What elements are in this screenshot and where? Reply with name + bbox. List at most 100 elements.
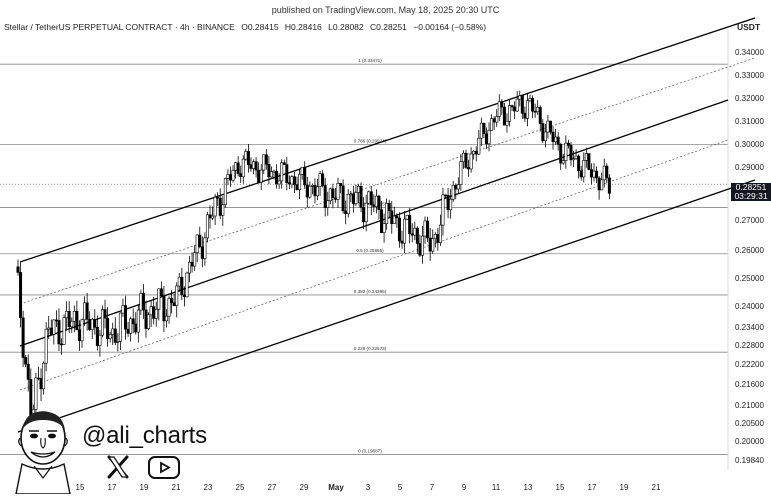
- candle-body: [508, 105, 512, 122]
- candle-body: [438, 224, 442, 243]
- candle-body: [226, 174, 230, 179]
- candle-body: [449, 198, 453, 211]
- candle-body: [431, 238, 435, 252]
- candle-body: [326, 200, 330, 208]
- candle-body: [24, 357, 28, 365]
- y-tick-label: 0.30000: [735, 140, 764, 149]
- y-tick-label: 0.32000: [735, 94, 764, 103]
- candle-body: [579, 170, 583, 178]
- y-tick-label: 0.31000: [735, 117, 764, 126]
- candle-body: [426, 220, 430, 239]
- candle-body: [336, 183, 340, 200]
- candle-body: [126, 328, 130, 334]
- x-tick-label: 9: [462, 483, 467, 492]
- candle-body: [287, 182, 291, 185]
- x-tick-label: 25: [236, 483, 245, 492]
- candle-body: [93, 318, 97, 328]
- candle-body: [144, 309, 148, 329]
- candle-body: [136, 309, 140, 333]
- candle-body: [587, 153, 591, 170]
- candle-body: [175, 285, 179, 307]
- candle-body: [49, 327, 53, 335]
- candle-body: [541, 123, 545, 142]
- candle-body: [234, 162, 238, 171]
- candle-body: [282, 162, 286, 165]
- candle-body: [505, 120, 509, 126]
- candle-body: [323, 185, 327, 208]
- candle-body: [418, 243, 422, 256]
- candle-body: [513, 106, 517, 112]
- candle-body: [252, 161, 256, 169]
- x-tick-label: 7: [430, 483, 435, 492]
- candle-body: [310, 185, 314, 187]
- candle-body: [395, 215, 399, 219]
- candle-body: [454, 185, 458, 190]
- candle-body: [523, 112, 527, 119]
- y-tick-label: 0.24000: [735, 302, 764, 311]
- candle-body: [221, 204, 225, 216]
- candle-body: [88, 319, 92, 330]
- candle-body: [316, 186, 320, 197]
- candle-body: [364, 202, 368, 223]
- candle-body: [420, 235, 424, 256]
- candle-body: [269, 171, 273, 178]
- candle-body: [551, 131, 555, 143]
- candle-body: [339, 183, 343, 187]
- fib-label: 0.382 (0.24395): [354, 289, 387, 294]
- x-tick-label: 23: [204, 483, 213, 492]
- symbol-line: Stellar / TetherUS PERPETUAL CONTRACT · …: [4, 22, 490, 32]
- candle-body: [70, 321, 74, 328]
- candle-body: [495, 116, 499, 123]
- candle-body: [564, 142, 568, 161]
- candle-body: [75, 311, 79, 331]
- candle-body: [254, 161, 258, 171]
- candle-body: [218, 197, 222, 216]
- candle-body: [182, 294, 186, 298]
- last-price-tag: 0.28251 03:29:31: [731, 183, 771, 201]
- y-tick-label: 0.21000: [735, 401, 764, 410]
- candle-body: [172, 302, 176, 307]
- candle-body: [249, 164, 253, 169]
- candle-body: [177, 276, 181, 287]
- candle-body: [572, 158, 576, 161]
- x-tick-label: 11: [492, 483, 501, 492]
- candle-body: [272, 170, 276, 173]
- candle-body: [52, 319, 56, 335]
- candle-body: [484, 133, 488, 145]
- candle-body: [559, 143, 563, 164]
- candle-body: [21, 317, 25, 358]
- candle-body: [461, 152, 465, 162]
- channel-midline: [19, 57, 756, 305]
- candle-body: [528, 98, 532, 102]
- fib-label: 0 (0.19887): [358, 448, 382, 453]
- candle-body: [410, 233, 414, 236]
- candle-body: [167, 298, 171, 317]
- candle-body: [595, 170, 599, 179]
- candle-body: [589, 169, 593, 178]
- candle-body: [387, 203, 391, 212]
- x-tick-label: May: [328, 483, 344, 492]
- candle-body: [121, 305, 125, 314]
- candle-body: [67, 310, 71, 328]
- candle-body: [584, 153, 588, 161]
- candle-body: [356, 186, 360, 193]
- last-price: 0.28251: [735, 182, 767, 192]
- candle-body: [162, 295, 166, 322]
- ohlc-open: O0.28415: [241, 22, 279, 32]
- candle-body: [305, 184, 309, 198]
- candle-body: [574, 155, 578, 159]
- y-tick-label: 0.26000: [735, 246, 764, 255]
- candle-body: [152, 306, 156, 319]
- candle-body: [331, 188, 335, 199]
- candle-body: [275, 170, 279, 185]
- fib-label: 0.236 (0.22573): [354, 346, 387, 351]
- candle-body: [193, 252, 197, 267]
- candle-body: [236, 162, 240, 174]
- candle-body: [277, 180, 281, 185]
- ohlc-high: H0.28416: [284, 22, 322, 32]
- fib-label: 0.5 (0.25865): [356, 248, 384, 253]
- candle-body: [285, 164, 289, 183]
- candle-body: [518, 95, 522, 100]
- candle-body: [308, 185, 312, 198]
